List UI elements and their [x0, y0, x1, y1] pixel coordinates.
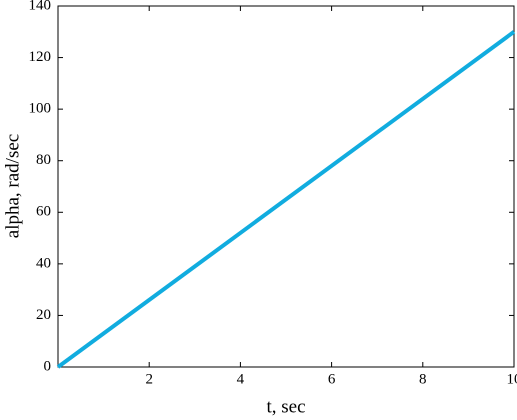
y-tick-label: 100: [29, 101, 52, 117]
x-tick-label: 4: [237, 371, 245, 387]
y-tick-label: 60: [36, 204, 51, 220]
y-axis-label: alpha, rad/sec: [2, 134, 23, 238]
x-tick-label: 10: [507, 371, 517, 387]
y-tick-label: 120: [29, 49, 52, 65]
x-tick-label: 6: [328, 371, 336, 387]
y-tick-label: 20: [36, 307, 51, 323]
data-line: [56, 30, 516, 369]
y-tick-label: 140: [29, 0, 52, 13]
y-tick-label: 80: [36, 152, 51, 168]
x-tick-label: 2: [145, 371, 153, 387]
x-axis-label: t, sec: [266, 396, 305, 417]
x-tick-label: 8: [419, 371, 427, 387]
plot-frame: [57, 5, 515, 368]
y-tick-label: 40: [36, 255, 51, 271]
y-tick-label: 0: [44, 358, 52, 374]
